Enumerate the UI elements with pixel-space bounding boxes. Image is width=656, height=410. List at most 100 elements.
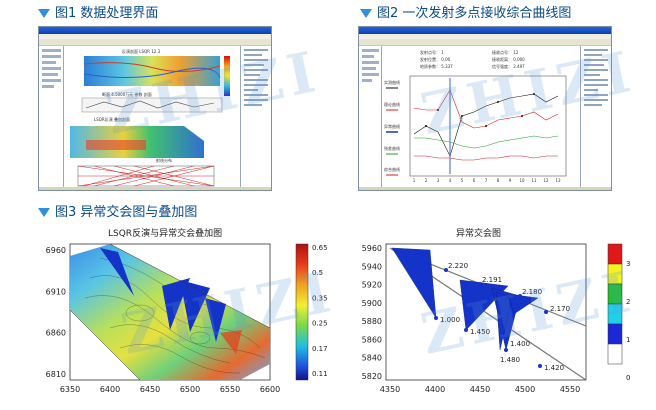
window-titlebar bbox=[39, 27, 271, 34]
caption-triangle-icon bbox=[360, 9, 372, 18]
right-intersection-chart: 2.220 2.191 2.180 2.170 1.000 1.450 1.48… bbox=[362, 243, 630, 394]
anomaly-label: 2.170 bbox=[550, 305, 570, 313]
right-x-ticks: 4350 4400 4450 4500 4550 bbox=[380, 385, 580, 394]
project-tree bbox=[359, 46, 382, 187]
caption-triangle-icon bbox=[38, 208, 50, 217]
curve-x-tick-label: 7 bbox=[485, 178, 488, 183]
legend-label-3: 异常曲线 bbox=[384, 123, 400, 129]
anomaly-label: 1.480 bbox=[500, 356, 520, 364]
left-y-tick-label: 6860 bbox=[46, 329, 66, 338]
right-colorbar-tick-label: 0 bbox=[626, 374, 630, 382]
anomaly-wedges bbox=[100, 248, 226, 342]
right-colorbar-tick-label: 2 bbox=[626, 298, 630, 306]
right-x-tick-label: 4500 bbox=[515, 385, 535, 394]
left-y-ticks: 6960 6910 6860 6810 bbox=[46, 246, 66, 379]
left-chart-title: LSQR反演与异常交会叠加图 bbox=[108, 229, 223, 239]
curve-x-tick-label: 10 bbox=[519, 178, 525, 183]
left-x-tick-label: 6400 bbox=[100, 385, 120, 394]
left-colorbar-tick-label: 0.5 bbox=[312, 269, 323, 277]
properties-panel bbox=[580, 46, 611, 187]
curve-x-tick-label: 2 bbox=[425, 178, 428, 183]
right-y-tick-label: 5940 bbox=[362, 262, 382, 271]
window-toolbar bbox=[359, 39, 611, 46]
right-y-tick-label: 5920 bbox=[362, 281, 382, 290]
figure-3-caption: 图3 异常交会图与叠加图 bbox=[38, 205, 197, 221]
panel-c-title: LSQR反演 叠加剖面 bbox=[94, 116, 130, 122]
left-y-tick-label: 6910 bbox=[46, 287, 66, 296]
left-colorbar-ticks: 0.65 0.5 0.35 0.25 0.17 0.11 bbox=[312, 244, 328, 378]
left-colorbar-tick-label: 0.11 bbox=[312, 370, 328, 378]
figure-2-screenshot: 发射点号： 1 发射位置： 0.00 地质参数： 5.337 接收点号： 12 … bbox=[358, 26, 612, 191]
anomaly-label: 1.400 bbox=[510, 340, 530, 348]
right-x-tick-label: 4400 bbox=[425, 385, 445, 394]
left-overlay-chart: 6350 6400 6450 6500 6550 6600 6960 6910 6860 681… bbox=[46, 243, 328, 394]
right-colorbar bbox=[607, 243, 623, 365]
right-colorbar-tick-label: 3 bbox=[626, 260, 630, 268]
legend-label-2: 理论曲线 bbox=[384, 101, 400, 107]
curve-x-tick-label: 12 bbox=[543, 178, 549, 183]
panel-a-colorbar bbox=[224, 56, 230, 96]
left-x-tick-label: 6550 bbox=[220, 385, 240, 394]
anomaly-wedges bbox=[391, 247, 539, 351]
left-colorbar-tick-label: 0.25 bbox=[312, 320, 328, 328]
curve-x-tick-label: 4 bbox=[449, 178, 452, 183]
curve-canvas: 发射点号： 1 发射位置： 0.00 地质参数： 5.337 接收点号： 12 … bbox=[382, 46, 580, 187]
caption-triangle-icon bbox=[38, 9, 50, 18]
right-y-tick-label: 5900 bbox=[362, 299, 382, 308]
right-y-tick-label: 5880 bbox=[362, 317, 382, 326]
figure-2-caption: 图2 一次发射多点接收综合曲线图 bbox=[360, 6, 571, 22]
right-x-tick-label: 4450 bbox=[470, 385, 490, 394]
left-x-ticks: 6350 6400 6450 6500 6550 6600 bbox=[60, 385, 280, 394]
project-tree bbox=[39, 46, 64, 187]
left-y-tick-label: 6810 bbox=[46, 370, 66, 379]
left-colorbar-tick-label: 0.35 bbox=[312, 294, 328, 302]
curve-x-tick-label: 6 bbox=[473, 178, 476, 183]
anomaly-label: 2.191 bbox=[482, 276, 502, 284]
figure-1-caption: 图1 数据处理界面 bbox=[38, 6, 158, 22]
info-left-1: 发射点号： 1 bbox=[420, 49, 444, 55]
left-x-tick-label: 6450 bbox=[140, 385, 160, 394]
right-y-tick-label: 5820 bbox=[362, 372, 382, 381]
properties-panel bbox=[240, 46, 271, 187]
curve-x-ticks: 1 2 3 4 5 6 7 8 9 10 11 12 13 bbox=[413, 178, 561, 183]
info-left-2: 发射位置： 0.00 bbox=[420, 56, 451, 62]
panel-a-title: 反演剖面 LSQR 12.3 bbox=[122, 48, 161, 54]
processing-panels: 反演剖面 LSQR 12.3 bbox=[70, 48, 230, 187]
left-x-tick-label: 6500 bbox=[180, 385, 200, 394]
anomaly-label: 1.420 bbox=[544, 364, 564, 372]
window-toolbar bbox=[39, 39, 271, 46]
curve-x-tick-label: 11 bbox=[531, 178, 537, 183]
legend-label-5: 综合曲线 bbox=[384, 166, 400, 172]
anomaly-label: 1.000 bbox=[440, 316, 460, 324]
curve-panel: 发射点号： 1 发射位置： 0.00 地质参数： 5.337 接收点号： 12 … bbox=[384, 49, 567, 183]
right-colorbar-ticks: 3 2 1 0 bbox=[626, 260, 630, 382]
info-right-3: 信号强度： 2.497 bbox=[492, 63, 525, 69]
anomaly-label: 1.450 bbox=[470, 328, 490, 336]
curve-x-tick-label: 5 bbox=[461, 178, 464, 183]
processing-canvas: 反演剖面 LSQR 12.3 bbox=[64, 46, 240, 187]
window-titlebar bbox=[359, 27, 611, 34]
right-y-ticks: 5960 5940 5920 5900 5880 5860 5840 5820 bbox=[362, 244, 382, 381]
left-colorbar-tick-label: 0.17 bbox=[312, 345, 328, 353]
right-colorbar-tick-label: 1 bbox=[626, 336, 630, 344]
info-left-3: 地质参数： 5.337 bbox=[420, 63, 453, 69]
info-right-2: 接收距离： 0.000 bbox=[492, 56, 525, 62]
figure-1-screenshot: 反演剖面 LSQR 12.3 bbox=[38, 26, 272, 191]
status-bar bbox=[359, 187, 611, 190]
anomaly-label: 2.220 bbox=[448, 262, 468, 270]
right-y-tick-label: 5840 bbox=[362, 354, 382, 363]
info-right-1: 接收点号： 12 bbox=[492, 49, 519, 55]
right-chart-title: 异常交会图 bbox=[456, 229, 502, 239]
right-x-tick-label: 4350 bbox=[380, 385, 400, 394]
curve-x-tick-label: 9 bbox=[509, 178, 512, 183]
ray-paths bbox=[77, 165, 215, 187]
status-bar bbox=[39, 187, 271, 190]
right-y-tick-label: 5860 bbox=[362, 335, 382, 344]
left-x-tick-label: 6350 bbox=[60, 385, 80, 394]
left-x-tick-label: 6600 bbox=[260, 385, 280, 394]
curve-x-tick-label: 13 bbox=[555, 178, 561, 183]
left-colorbar-tick-label: 0.65 bbox=[312, 244, 328, 252]
panel-d-title: 射线分布 bbox=[156, 157, 172, 163]
curve-plot-frame bbox=[409, 75, 567, 177]
curve-x-tick-label: 3 bbox=[437, 178, 440, 183]
